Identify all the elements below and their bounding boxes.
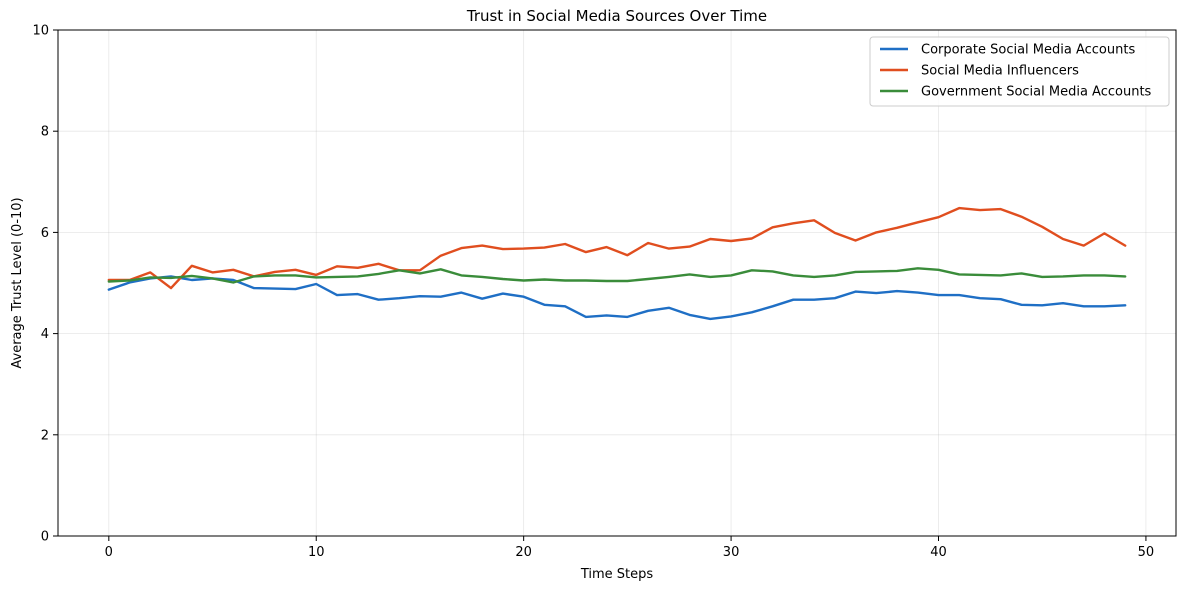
legend-box [869,36,1170,107]
y-axis-title: Average Trust Level (0-10) [10,197,25,368]
series-line-2 [107,206,1127,290]
y-tick-label: 6 [41,226,49,241]
chart-title: Trust in Social Media Sources Over Time [466,7,767,25]
series-line-1 [107,275,1127,321]
x-tick-label: 10 [308,545,325,560]
x-tick-label: 30 [723,545,740,560]
legend-label: Social Media Influencers [921,64,1079,79]
legend: Corporate Social Media Accounts Social Me… [869,36,1170,107]
y-tick-label: 8 [41,125,49,140]
series-line-3 [107,267,1127,284]
legend-label: Government Social Media Accounts [921,85,1152,100]
x-axis-title: Time Steps [580,567,654,582]
series-lines [107,206,1127,321]
y-tick-label: 0 [41,530,49,545]
legend-label: Corporate Social Media Accounts [921,43,1135,58]
x-tick-label: 20 [515,545,532,560]
x-tick-label: 50 [1138,545,1155,560]
y-tick-label: 2 [41,428,49,443]
plot-area-frame [57,29,1177,537]
x-tick-label: 40 [930,545,947,560]
x-tick-label: 0 [105,545,113,560]
axis-ticks: 0 10 20 30 40 50 0 2 4 6 8 10 [32,24,1154,561]
y-tick-label: 4 [41,327,49,342]
y-tick-label: 10 [32,24,49,39]
